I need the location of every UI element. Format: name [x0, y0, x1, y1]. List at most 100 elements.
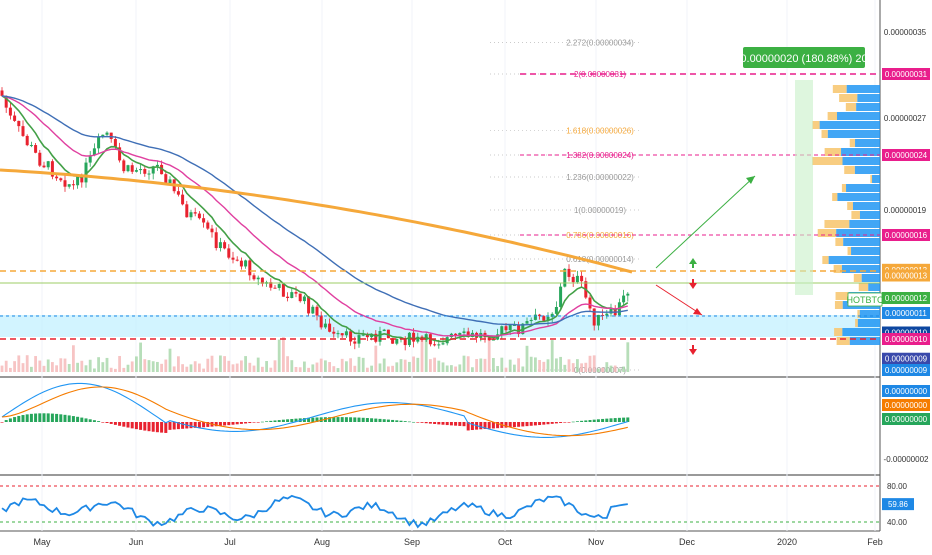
- macd-histogram-bar: [59, 414, 63, 422]
- candle-body: [315, 306, 319, 316]
- macd-histogram-bar: [529, 422, 533, 426]
- volume-bar: [265, 361, 268, 372]
- macd-histogram-bar: [601, 418, 605, 422]
- macd-histogram-bar: [424, 422, 428, 424]
- symbol-label: HOTBTC: [847, 295, 884, 305]
- candle-body: [605, 313, 609, 316]
- macd-histogram-bar: [218, 422, 222, 426]
- volume-bar: [374, 345, 378, 372]
- macd-histogram-bar: [479, 422, 483, 430]
- rsi-current-badge: [882, 498, 914, 511]
- signal-line: [1, 386, 628, 437]
- macd-histogram-bar: [449, 422, 453, 426]
- macd-histogram-bar: [168, 422, 172, 430]
- candle-body: [626, 293, 630, 296]
- candle-body: [546, 316, 550, 321]
- volume-profile-bar: [835, 238, 844, 246]
- macd-histogram-bar: [571, 421, 575, 423]
- price-badge-label: 0.00000010: [885, 335, 928, 344]
- volume-profile-bar: [847, 202, 853, 210]
- candle-body: [252, 275, 256, 280]
- candle-body: [407, 332, 411, 346]
- volume-bar: [559, 356, 562, 372]
- axes: May Jun Jul Aug Sep Oct Nov Dec 2020 Feb 0.0000003…: [33, 28, 930, 547]
- volume-profile-bar: [834, 301, 843, 309]
- candle-body: [97, 136, 101, 149]
- target-label: 0.00000020 (180.88%) 20: [740, 53, 867, 65]
- macd-histogram-bar: [609, 418, 613, 422]
- price-badge: [882, 333, 930, 345]
- candle-body: [542, 316, 546, 321]
- volume-bar: [282, 337, 285, 372]
- macd-histogram-bar: [546, 422, 550, 425]
- volume-bar: [240, 360, 243, 372]
- macd-histogram-bar: [416, 422, 420, 423]
- volume-bar: [151, 361, 155, 372]
- volume-bar: [592, 355, 596, 372]
- ema-long-line: [1, 95, 628, 326]
- macd-histogram-bar: [0, 422, 4, 423]
- volume-bar: [185, 366, 189, 372]
- candle-body: [256, 277, 260, 280]
- volume-bar: [4, 360, 8, 372]
- volume-bar: [51, 362, 54, 372]
- volume-bar: [277, 339, 281, 372]
- volume-bar: [143, 359, 147, 372]
- volume-bar: [420, 336, 424, 372]
- macd-histogram-bar: [206, 422, 210, 427]
- volume-bar: [248, 362, 252, 372]
- volume-bar: [483, 358, 487, 372]
- volume-bar: [9, 367, 12, 372]
- volume-bar: [542, 361, 546, 372]
- candle-body: [155, 164, 159, 167]
- candle-body: [622, 295, 626, 303]
- macd-histogram-bar: [252, 422, 256, 423]
- volume-bar: [508, 359, 512, 372]
- volume-profile-bar: [859, 310, 880, 318]
- volume-bar: [214, 367, 218, 372]
- volume-bar: [126, 364, 130, 372]
- volume-bar: [361, 357, 365, 372]
- volume-bar: [235, 363, 239, 372]
- volume-bar: [387, 366, 390, 372]
- volume-bar: [588, 355, 592, 372]
- candle-body: [235, 259, 239, 261]
- candle-body: [176, 191, 180, 195]
- volume-bar: [353, 365, 357, 372]
- macd-histogram-bar: [193, 422, 197, 428]
- volume-bar: [273, 360, 277, 372]
- fib-level-label: 1.236(0.00000022): [566, 173, 634, 182]
- candle-body: [185, 204, 189, 218]
- fib-level-label: 1.618(0.00000026): [566, 126, 634, 135]
- volume-bar: [101, 362, 105, 372]
- volume-bar: [156, 361, 159, 372]
- macd-histogram-bar: [458, 422, 462, 426]
- candle-body: [533, 314, 537, 320]
- volume-bar: [454, 366, 457, 372]
- volume-bar: [500, 357, 504, 372]
- macd-histogram-bar: [46, 413, 50, 422]
- volume-profile-bar: [849, 139, 856, 147]
- volume-bar: [479, 358, 483, 372]
- macd-histogram-bar: [239, 422, 243, 424]
- macd-histogram-bar: [374, 418, 378, 422]
- volume-profile-bar: [832, 85, 847, 93]
- macd-histogram-bar: [248, 422, 252, 424]
- volume-bar: [571, 363, 575, 372]
- macd-histogram-bar: [256, 422, 260, 423]
- macd-histogram-bar: [441, 422, 445, 425]
- volume-profile-bar: [846, 184, 880, 192]
- macd-histogram-bar: [332, 417, 336, 422]
- ema-short-line: [1, 95, 629, 343]
- volume-bar: [403, 359, 407, 372]
- candle-body: [21, 126, 25, 136]
- volume-bar: [219, 355, 222, 372]
- candle-body: [344, 331, 348, 336]
- support-zone: [0, 315, 880, 337]
- macd-histogram-bar: [340, 417, 344, 422]
- candle-body: [38, 152, 42, 166]
- macd-histogram-bar: [118, 422, 122, 426]
- candle-body: [223, 242, 227, 249]
